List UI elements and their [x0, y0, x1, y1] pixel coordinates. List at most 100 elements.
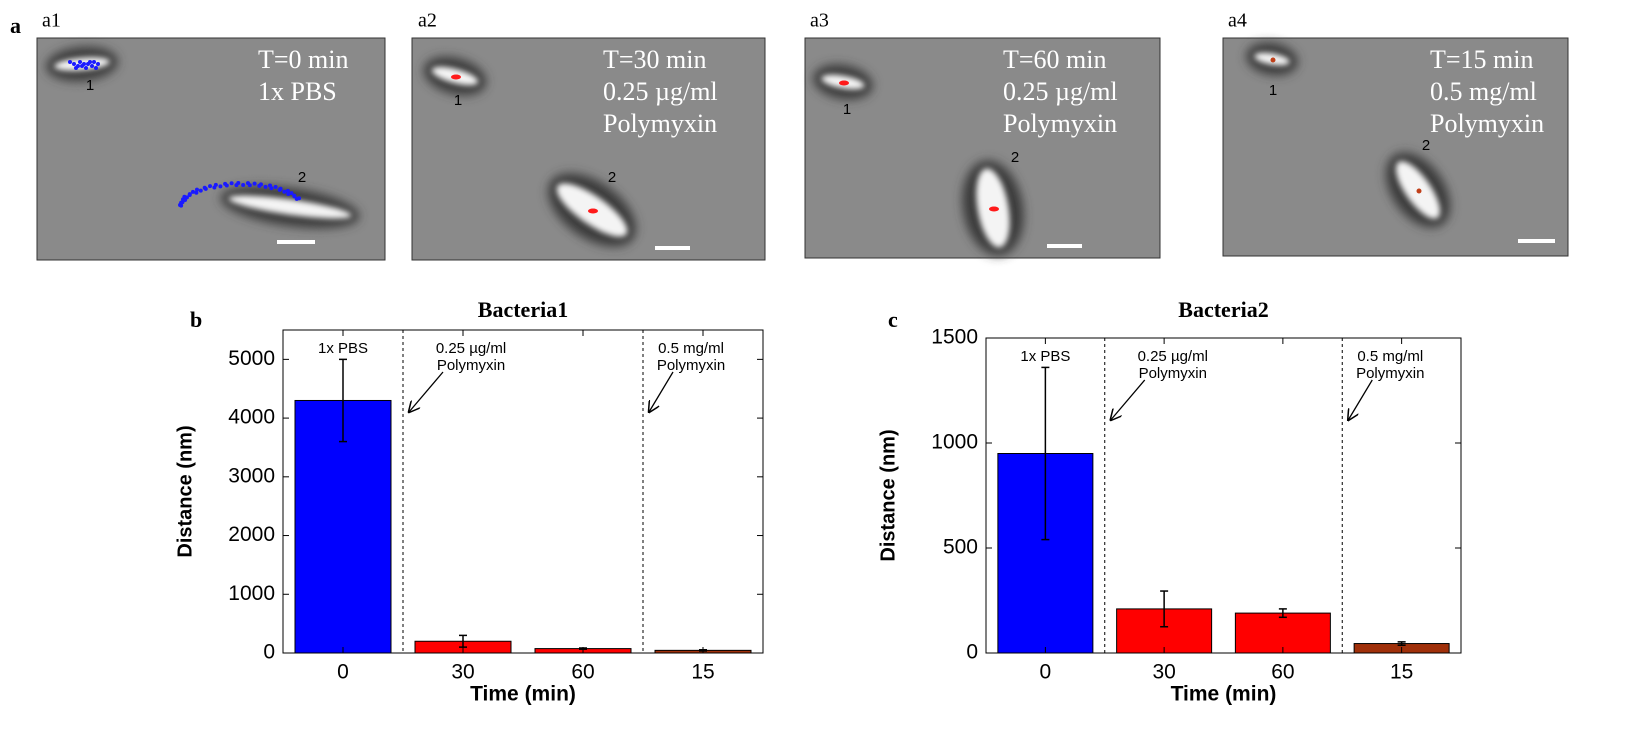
track-dot: [263, 184, 268, 189]
error-bar: [339, 358, 347, 443]
y-tick-label: 2000: [228, 523, 275, 546]
condition-text: T=60 min: [1003, 45, 1107, 74]
cell-number: 1: [86, 77, 94, 94]
cell-body: [228, 195, 352, 219]
track-dot: [213, 182, 218, 187]
condition-text: 0.25 µg/ml: [603, 77, 718, 106]
condition-text: Polymyxin: [1003, 109, 1117, 138]
annotation: Polymyxin: [437, 357, 505, 374]
annotation: Polymyxin: [1356, 365, 1424, 382]
condition-text: T=0 min: [258, 45, 349, 74]
track-dot: [84, 66, 88, 70]
cell-number: 2: [1422, 137, 1430, 154]
annotation: 0.5 mg/ml: [1357, 348, 1423, 365]
track-dot: [184, 195, 189, 200]
image-label: a4: [1228, 10, 1247, 32]
track-dot: [241, 183, 246, 188]
y-tick-label: 0: [263, 641, 275, 664]
cell-number: 1: [454, 92, 462, 109]
y-tick-label: 0: [966, 641, 978, 664]
track-dot: [90, 64, 94, 68]
track-dot: [74, 66, 78, 70]
track-dot: [588, 208, 598, 214]
annotation: Polymyxin: [657, 357, 725, 374]
error-bar: [1160, 590, 1169, 628]
condition-text: 0.25 µg/ml: [1003, 77, 1118, 106]
track-dot: [224, 183, 229, 188]
plot-frame: [985, 337, 1462, 654]
annotation-arrow: [649, 371, 674, 412]
annotation-arrow: [1348, 379, 1373, 420]
track-dot: [1270, 57, 1276, 63]
track-dot: [208, 184, 213, 189]
track-dot: [236, 181, 241, 186]
track-dot: [289, 191, 294, 196]
track-dot: [229, 181, 234, 186]
x-tick-label: 15: [691, 661, 714, 684]
x-tick-label: 30: [1152, 661, 1175, 684]
track-dot: [94, 66, 98, 70]
y-tick-label: 5000: [228, 347, 275, 370]
condition-text: 0.5 mg/ml: [1430, 77, 1537, 106]
panel-label: b: [190, 307, 202, 332]
track-dot: [451, 74, 461, 80]
cell-number: 2: [608, 169, 616, 186]
annotation-arrow: [409, 371, 444, 412]
track-dot: [179, 203, 184, 208]
track-dot: [282, 189, 287, 194]
x-tick-label: 60: [1271, 661, 1294, 684]
annotation: 0.5 mg/ml: [658, 340, 724, 357]
condition-text: 1x PBS: [258, 77, 337, 106]
y-tick-label: 4000: [228, 406, 275, 429]
track-dot: [194, 190, 199, 195]
cell-number: 2: [298, 169, 306, 186]
track-dot: [252, 181, 257, 186]
track-dot: [247, 183, 252, 188]
annotation: 1x PBS: [1020, 348, 1070, 365]
panel-label: a: [10, 13, 21, 38]
track-dot: [269, 186, 274, 191]
x-tick-label: 0: [1040, 661, 1052, 684]
track-dot: [78, 60, 82, 64]
track-dot: [292, 193, 297, 198]
track-dot: [190, 189, 195, 194]
image-label: a1: [42, 10, 61, 32]
cell-number: 1: [843, 101, 851, 118]
annotation-arrow: [1111, 379, 1146, 420]
x-tick-label: 15: [1390, 661, 1413, 684]
error-bar: [1041, 366, 1050, 541]
y-tick-label: 500: [943, 536, 978, 559]
track-dot: [297, 196, 302, 201]
track-dot: [286, 191, 291, 196]
track-dot: [273, 185, 278, 190]
panel-label: c: [888, 307, 898, 332]
y-tick-label: 1000: [228, 582, 275, 605]
track-dot: [187, 192, 192, 197]
condition-text: T=30 min: [603, 45, 707, 74]
y-axis-label: Distance (nm): [174, 425, 196, 557]
x-axis-label: Time (min): [470, 683, 576, 706]
chart-title: Bacteria2: [1178, 297, 1268, 322]
track-dot: [218, 184, 223, 189]
condition-text: Polymyxin: [603, 109, 717, 138]
bar: [1234, 612, 1331, 654]
error-bar: [1278, 608, 1287, 619]
image-label: a3: [810, 10, 829, 32]
track-dot: [1416, 188, 1422, 194]
track-dot: [72, 62, 76, 66]
cell-number: 2: [1011, 149, 1019, 166]
track-dot: [278, 186, 283, 191]
image-label: a2: [418, 10, 437, 32]
annotation: 0.25 µg/ml: [1138, 348, 1208, 365]
condition-text: T=15 min: [1430, 45, 1534, 74]
error-bar: [1397, 641, 1406, 646]
track-dot: [68, 60, 72, 64]
x-tick-label: 60: [571, 661, 594, 684]
track-dot: [96, 62, 100, 66]
track-dot: [86, 62, 90, 66]
track-dot: [194, 187, 199, 192]
x-axis-label: Time (min): [1171, 683, 1277, 706]
track-dot: [80, 64, 84, 68]
track-dot: [839, 80, 849, 86]
